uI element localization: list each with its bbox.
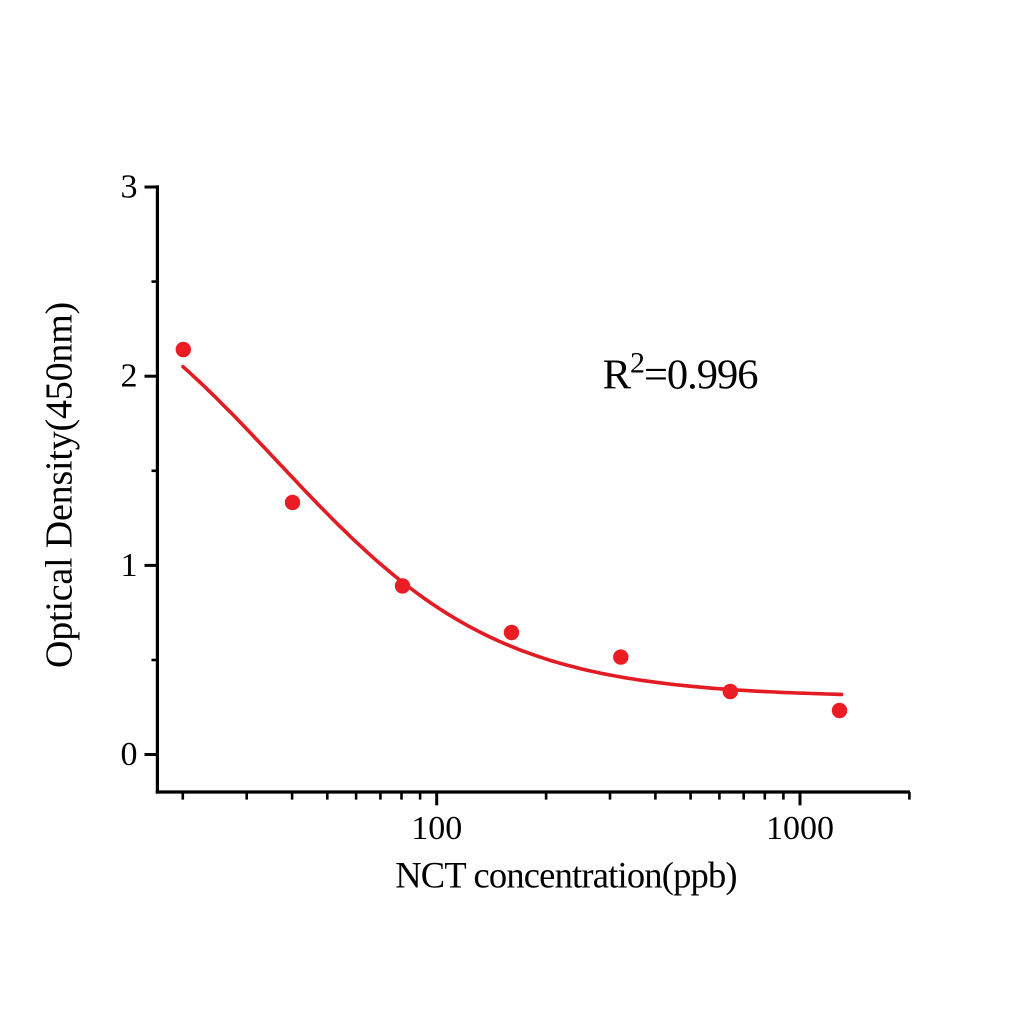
- svg-text:1: 1: [121, 547, 138, 584]
- svg-text:Optical Density(450nm): Optical Density(450nm): [39, 302, 81, 668]
- svg-text:0: 0: [121, 736, 138, 773]
- svg-text:NCT concentration(ppb): NCT concentration(ppb): [395, 855, 737, 896]
- svg-text:R2=0.996: R2=0.996: [603, 347, 758, 399]
- svg-text:2: 2: [121, 358, 138, 395]
- svg-text:1000: 1000: [766, 810, 834, 847]
- svg-text:3: 3: [121, 169, 138, 206]
- svg-text:100: 100: [411, 810, 462, 847]
